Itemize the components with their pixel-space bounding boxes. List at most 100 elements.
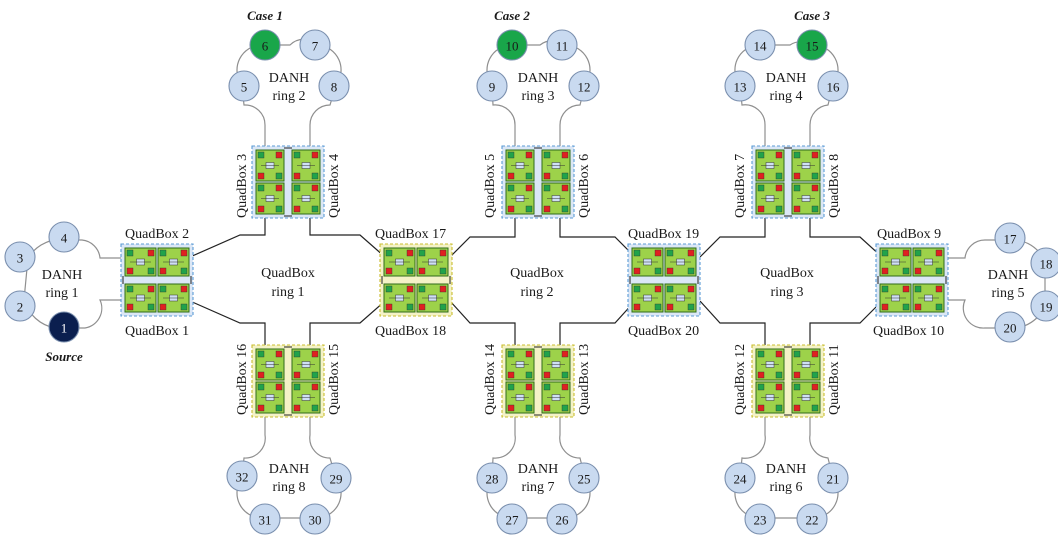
quadbox-ring-2-line2: ring 2 [520,285,553,300]
danh-ring-8-line1: DANH [269,462,309,477]
danh-node-2: 2 [4,290,36,322]
quadbox-module [755,381,785,414]
quadbox-module [505,348,535,381]
quadbox-module [291,348,321,381]
node-circle [568,70,600,102]
quadbox-module [791,381,821,414]
case-2-label: Case 2 [494,8,530,23]
quadbox-unit [541,149,571,215]
node-number: 26 [556,513,570,528]
danh-ring-6-line2: ring 6 [769,480,802,495]
quadbox-module [291,149,321,182]
danh-node-4: 4 [48,221,80,253]
danh-ring-8-line2: ring 8 [272,480,305,495]
danh-node-27: 27 [496,503,528,535]
quadbox-pair-9-10 [875,243,949,317]
quadbox-pair-3-4 [251,145,325,219]
case-3-label: Case 3 [794,8,830,23]
quadbox-18-label: QuadBox 18 [375,324,446,339]
danh-node-17: 17 [994,222,1026,254]
quadbox-11-label: QuadBox 11 [827,344,842,415]
quadbox-module [255,381,285,414]
danh-ring-2-line1: DANH [269,71,309,86]
quadbox-ring-1-line2: ring 1 [271,285,304,300]
danh-node-14: 14 [744,29,776,61]
node-number: 11 [556,39,569,54]
quadbox-pair-16-15 [251,344,325,418]
node-number: 15 [806,39,819,54]
node-number: 30 [309,513,322,528]
quadbox-1-label: QuadBox 1 [125,324,189,339]
quadbox-unit [879,247,945,277]
quadbox-module [291,182,321,215]
danh-node-16: 16 [817,70,849,102]
quadbox-module [912,283,945,313]
danh-ring-7-line2: ring 7 [521,480,554,495]
node-circle [796,503,828,535]
node-number: 13 [734,80,747,95]
quadbox-module [255,348,285,381]
quadbox-module [631,247,664,277]
danh-ring-4-line1: DANH [766,71,806,86]
quadbox-10-label: QuadBox 10 [873,324,944,339]
node-circle [320,462,352,494]
quadbox-pair-19-20 [627,243,701,317]
node-circle [496,29,528,61]
quadbox-module [416,283,449,313]
node-circle [568,462,600,494]
quadbox-module [541,149,571,182]
node-circle [796,29,828,61]
quadbox-module [541,182,571,215]
quadbox-unit [383,283,449,313]
quadbox-15-label: QuadBox 15 [327,344,342,415]
danh-node-7: 7 [299,29,331,61]
node-circle [4,290,36,322]
danh-node-22: 22 [796,503,828,535]
quadbox-20-label: QuadBox 20 [628,324,699,339]
quadbox-unit [631,247,697,277]
node-circle [476,462,508,494]
danh-node-11: 11 [546,29,578,61]
quadbox-module [124,247,157,277]
danh-ring-5-line2: ring 5 [991,286,1024,301]
danh-ring-2-line2: ring 2 [272,89,305,104]
quadbox-unit [255,149,285,215]
quadbox-pair-5-6 [501,145,575,219]
danh-node-32: 32 [226,460,258,492]
node-number: 2 [17,300,24,315]
quadbox-module [541,381,571,414]
quadbox-7-label: QuadBox 7 [733,154,748,218]
quadbox-unit [879,283,945,313]
node-circle [546,29,578,61]
quadbox-unit [755,348,785,414]
quadbox-16-label: QuadBox 16 [235,344,250,415]
danh-ring-5-line1: DANH [988,268,1028,283]
quadbox-unit [291,149,321,215]
quadbox-9-label: QuadBox 9 [877,227,941,242]
quadbox-8-label: QuadBox 8 [827,154,842,218]
quadbox-module [157,283,190,313]
danh-node-19: 19 [1030,290,1058,322]
danh-node-15: 15 [796,29,828,61]
quadbox-module [291,381,321,414]
quadbox-pair-7-8 [751,145,825,219]
node-number: 10 [506,39,519,54]
node-circle [724,462,756,494]
node-number: 21 [827,472,840,487]
node-circle [744,29,776,61]
quadbox-ring-3-line2: ring 3 [770,285,803,300]
danh-node-6: 6 [249,29,281,61]
danh-node-9: 9 [476,70,508,102]
node-number: 18 [1040,257,1053,272]
quadbox-module [791,149,821,182]
node-circle [228,70,260,102]
quadbox-unit [124,247,190,277]
node-circle [4,241,36,273]
quadbox-13-label: QuadBox 13 [577,344,592,415]
node-number: 22 [806,513,819,528]
quadbox-unit [791,348,821,414]
quadbox-pair-2-1 [120,243,194,317]
quadbox-unit [505,348,535,414]
danh-ring-3-line2: ring 3 [521,89,554,104]
